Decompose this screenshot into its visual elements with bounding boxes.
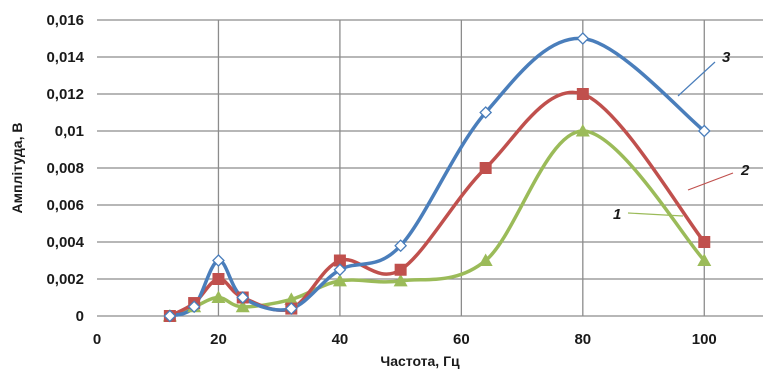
series-label-2: 2	[740, 162, 750, 179]
data-point-series-3	[333, 263, 347, 277]
data-point-series-2	[698, 236, 711, 248]
data-point-series-2	[479, 162, 492, 174]
series-label-1: 1	[613, 206, 621, 223]
x-tick-label: 80	[574, 331, 591, 348]
x-tick-label: 20	[210, 331, 227, 348]
data-point-series-2	[212, 273, 225, 285]
data-point-series-3	[187, 300, 201, 314]
data-point-series-1	[284, 292, 299, 305]
y-tick-label: 0,01	[55, 123, 84, 140]
series-label-3: 3	[722, 49, 731, 66]
y-tick-label: 0,012	[46, 86, 84, 103]
data-point-series-3	[163, 309, 177, 323]
data-point-series-3	[576, 32, 590, 45]
data-point-series-3	[479, 106, 493, 119]
series-label-leader-1	[627, 212, 684, 217]
x-axis-title: Частота, Гц	[380, 353, 460, 369]
data-point-series-1	[575, 124, 590, 137]
y-tick-label: 0,004	[46, 234, 84, 251]
y-tick-label: 0,014	[46, 49, 84, 66]
y-tick-label: 0,008	[46, 160, 84, 177]
data-point-series-3	[697, 124, 711, 138]
data-point-series-1	[393, 273, 408, 287]
y-tick-label: 0,006	[46, 197, 84, 214]
data-point-series-1	[697, 253, 712, 266]
series-lines	[168, 36, 707, 318]
data-point-series-1	[332, 273, 347, 287]
series-label-leader-2	[687, 172, 734, 191]
series-markers	[162, 32, 712, 323]
x-axis-tick-labels: 0 20 40 60 80 100	[93, 331, 717, 348]
x-tick-label: 40	[332, 331, 349, 348]
x-tick-label: 100	[692, 331, 717, 348]
data-point-series-1	[478, 253, 493, 266]
data-point-series-2	[394, 263, 407, 276]
data-point-series-2	[576, 88, 589, 100]
data-point-series-1	[211, 290, 226, 303]
x-tick-label: 0	[93, 331, 101, 348]
grid	[97, 19, 763, 317]
y-axis-tick-labels: 0 0,002 0,004 0,006 0,008 0,01 0,012 0,014 0,016	[46, 12, 84, 325]
series-labels: 3 2 1	[613, 49, 750, 223]
data-point-series-3	[236, 291, 250, 304]
data-point-series-1	[235, 299, 250, 313]
data-point-series-2	[333, 254, 346, 267]
series-line-1	[168, 129, 707, 318]
y-tick-label: 0,002	[46, 271, 84, 288]
data-point-series-3	[284, 302, 298, 316]
y-axis-title: Амплітуда, В	[9, 123, 25, 214]
data-point-series-3	[212, 254, 225, 267]
series-label-leader-3	[677, 61, 716, 97]
y-tick-label: 0,016	[46, 12, 84, 29]
series-line-2	[168, 90, 707, 318]
y-tick-label: 0	[76, 308, 84, 325]
series-line-3	[168, 36, 707, 318]
data-point-series-3	[394, 239, 408, 253]
x-tick-label: 60	[453, 331, 470, 348]
